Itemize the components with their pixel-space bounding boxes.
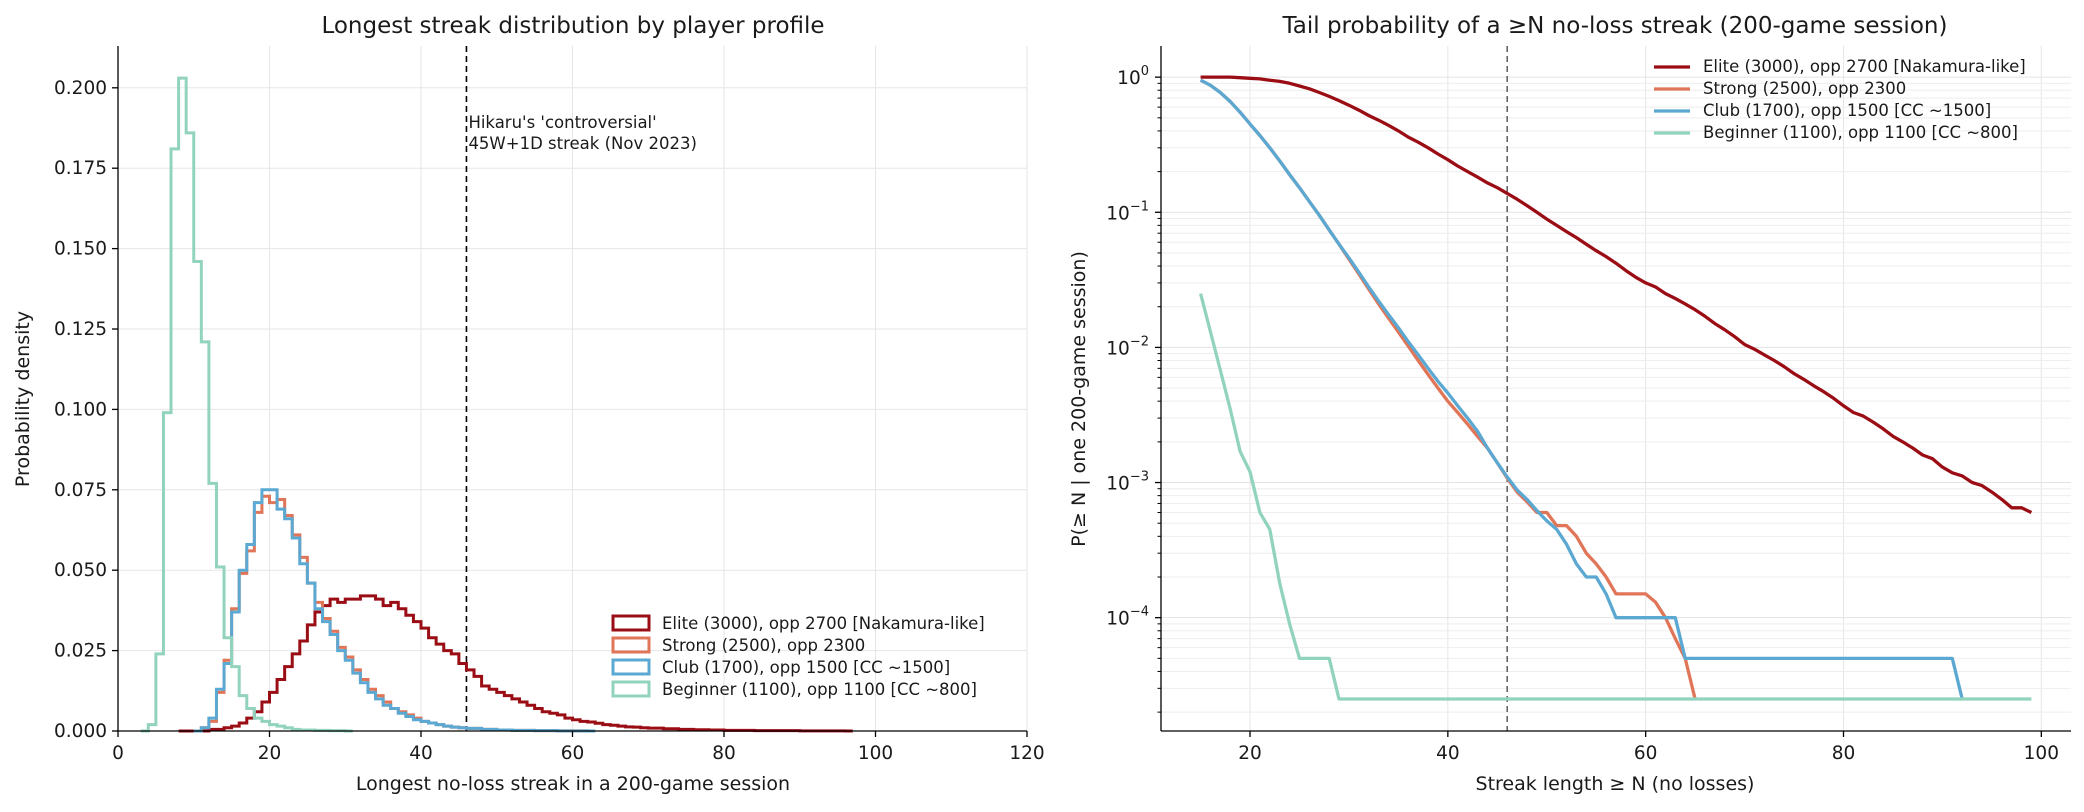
x-tick-label: 80	[1832, 743, 1856, 764]
x-tick-label: 120	[1009, 743, 1044, 764]
x-tick-label: 40	[1436, 743, 1460, 764]
tail-ticks: 20 40 60 80 100 10−4 10−3 10−2 10−1 100	[1106, 64, 2059, 764]
x-tick-label: 60	[1634, 743, 1658, 764]
legend-swatch-club	[611, 658, 651, 676]
histogram-ylabel: Probability density	[12, 311, 34, 487]
legend-label-elite: Elite (3000), opp 2700 [Nakamura-like]	[1703, 57, 2026, 76]
legend-label-club: Club (1700), opp 1500 [CC ~1500]	[662, 658, 950, 677]
y-tick-label: 0.025	[54, 641, 107, 662]
x-tick-label: 80	[712, 743, 736, 764]
tail-title: Tail probability of a ≥N no-loss streak …	[1282, 13, 1948, 39]
legend-swatch-strong	[611, 636, 651, 654]
y-tick-label: 0.100	[54, 399, 107, 420]
histogram-series-club	[193, 488, 596, 733]
x-tick-label: 100	[2024, 743, 2059, 764]
legend-swatch-elite	[611, 614, 651, 632]
tail-series	[1199, 75, 2033, 701]
tail-grid	[1161, 46, 2071, 731]
tail-series-club	[1199, 78, 1964, 700]
legend-label-elite: Elite (3000), opp 2700 [Nakamura-like]	[662, 614, 985, 633]
tail-xlabel: Streak length ≥ N (no losses)	[1476, 773, 1755, 795]
histogram-series-elite	[178, 594, 853, 733]
y-tick-label: 0.200	[54, 78, 107, 99]
histogram-ticks: 0 20 40 60 80 100 120 0.000 0.025 0.050 0.075 0.100…	[54, 78, 1045, 764]
y-tick-label: 0.050	[54, 560, 107, 581]
tail-series-beginner	[1199, 293, 2032, 701]
histogram-legend: Elite (3000), opp 2700 [Nakamura-like] St…	[611, 614, 985, 699]
y-tick-label: 10−2	[1106, 334, 1149, 359]
annotation-line-2: 45W+1D streak (Nov 2023)	[468, 134, 696, 153]
x-tick-label: 60	[561, 743, 585, 764]
tail-series-elite	[1200, 75, 2033, 514]
y-tick-label: 0.175	[54, 158, 107, 179]
tail-ylabel: P(≥ N | one 200-game session)	[1068, 251, 1090, 547]
y-tick-label: 10−1	[1106, 199, 1149, 224]
legend-swatch-beginner	[611, 680, 651, 698]
tail-legend: Elite (3000), opp 2700 [Nakamura-like] St…	[1654, 57, 2026, 142]
legend-label-beginner: Beginner (1100), opp 1100 [CC ~800]	[1703, 123, 2018, 142]
legend-label-club: Club (1700), opp 1500 [CC ~1500]	[1703, 101, 1991, 120]
x-tick-label: 0	[112, 743, 124, 764]
y-tick-label: 0.125	[54, 319, 107, 340]
y-tick-label: 10−3	[1106, 470, 1149, 495]
x-tick-label: 20	[258, 743, 282, 764]
legend-label-beginner: Beginner (1100), opp 1100 [CC ~800]	[662, 680, 977, 699]
histogram-xlabel: Longest no-loss streak in a 200-game ses…	[356, 773, 790, 795]
histogram-series	[140, 76, 853, 733]
y-tick-label: 100	[1117, 64, 1149, 89]
histogram-panel: Longest streak distribution by player pr…	[12, 13, 1045, 795]
x-tick-label: 20	[1238, 743, 1262, 764]
legend-label-strong: Strong (2500), opp 2300	[1703, 79, 1906, 98]
histogram-series-beginner	[140, 76, 353, 733]
x-tick-label: 100	[858, 743, 893, 764]
annotation-line-1: Hikaru's 'controversial'	[468, 113, 656, 132]
y-tick-label: 0.000	[54, 721, 107, 742]
x-tick-label: 40	[409, 743, 433, 764]
legend-label-strong: Strong (2500), opp 2300	[662, 636, 865, 655]
tail-probability-panel: Tail probability of a ≥N no-loss streak …	[1068, 13, 2071, 795]
histogram-title: Longest streak distribution by player pr…	[321, 13, 824, 39]
y-tick-label: 0.075	[54, 480, 107, 501]
y-tick-label: 10−4	[1106, 605, 1149, 630]
y-tick-label: 0.150	[54, 239, 107, 260]
